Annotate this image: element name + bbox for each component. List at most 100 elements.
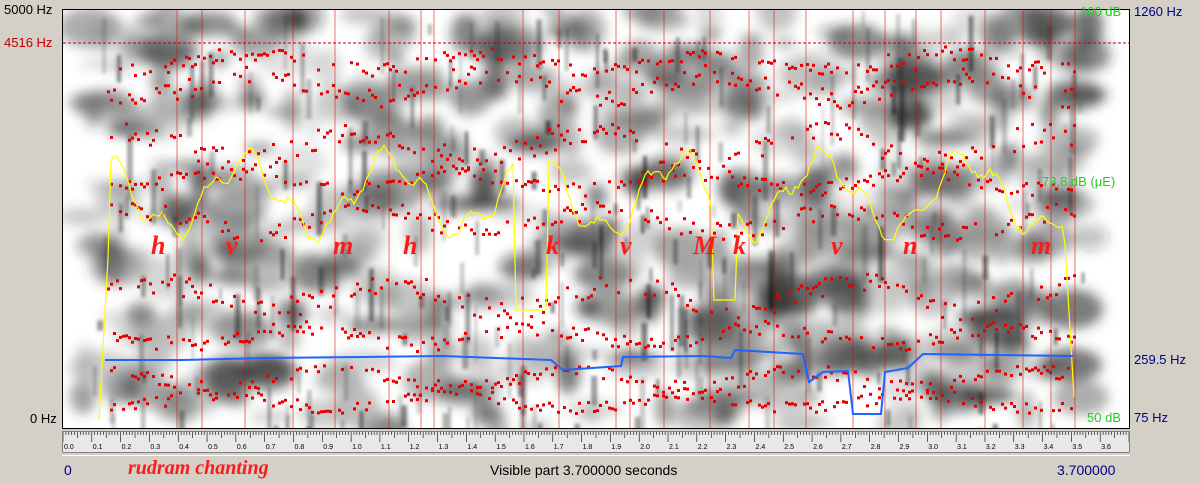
formant-point	[449, 154, 452, 157]
formant-point	[935, 397, 938, 400]
formant-point	[362, 139, 365, 142]
formant-point	[857, 218, 860, 221]
formant-point	[974, 222, 977, 225]
formant-point	[320, 221, 323, 224]
formant-point	[659, 345, 662, 348]
formant-point	[995, 188, 998, 191]
formant-point	[344, 124, 347, 127]
formant-point	[401, 336, 404, 339]
formant-point	[125, 213, 128, 216]
formant-point	[989, 406, 992, 409]
formant-point	[302, 293, 305, 296]
formant-point	[524, 405, 527, 408]
formant-point	[200, 348, 203, 351]
formant-point	[608, 407, 611, 410]
formant-point	[659, 161, 662, 164]
formant-point	[935, 336, 938, 339]
formant-point	[1010, 374, 1013, 377]
formant-point	[449, 384, 452, 387]
formant-point	[158, 91, 161, 94]
formant-point	[443, 51, 446, 54]
formant-point	[641, 83, 644, 86]
formant-point	[488, 233, 491, 236]
formant-point	[866, 135, 869, 138]
formant-point	[932, 171, 935, 174]
formant-point	[137, 285, 140, 288]
formant-point	[497, 328, 500, 331]
formant-point	[596, 332, 599, 335]
formant-point	[932, 81, 935, 84]
formant-point	[710, 396, 713, 399]
formant-point	[671, 348, 674, 351]
formant-point	[356, 402, 359, 405]
formant-point	[824, 121, 827, 124]
formant-point	[479, 316, 482, 319]
formant-point	[383, 379, 386, 382]
formant-point	[431, 229, 434, 232]
formant-point	[968, 183, 971, 186]
formant-point	[668, 227, 671, 230]
formant-point	[1001, 403, 1004, 406]
formant-point	[284, 181, 287, 184]
formant-point	[746, 184, 749, 187]
formant-point	[593, 182, 596, 185]
formant-point	[650, 91, 653, 94]
formant-point	[605, 338, 608, 341]
formant-point	[293, 183, 296, 186]
formant-point	[857, 128, 860, 131]
formant-point	[683, 217, 686, 220]
formant-point	[470, 66, 473, 69]
formant-point	[1061, 62, 1064, 65]
formant-point	[320, 410, 323, 413]
formant-point	[455, 167, 458, 170]
formant-point	[1022, 145, 1025, 148]
formant-point	[686, 304, 689, 307]
formant-point	[491, 386, 494, 389]
formant-point	[263, 52, 266, 55]
formant-point	[353, 407, 356, 410]
formant-point	[827, 122, 830, 125]
formant-point	[437, 390, 440, 393]
formant-point	[887, 174, 890, 177]
formant-point	[1007, 64, 1010, 67]
formant-point	[428, 217, 431, 220]
spectrogram-plot[interactable]: h v m h k v M k v n m 73.8 dB (μE)	[62, 9, 1130, 429]
formant-point	[728, 170, 731, 173]
formant-point	[443, 143, 446, 146]
formant-point	[1034, 407, 1037, 410]
formant-point	[710, 311, 713, 314]
formant-point	[905, 349, 908, 352]
formant-point	[641, 171, 644, 174]
formant-point	[1046, 369, 1049, 372]
formant-point	[683, 387, 686, 390]
formant-point	[767, 402, 770, 405]
formant-point	[986, 81, 989, 84]
formant-point	[1070, 88, 1073, 91]
formant-point	[542, 60, 545, 63]
formant-point	[1061, 105, 1064, 108]
formant-point	[155, 129, 158, 132]
formant-point	[719, 388, 722, 391]
formant-point	[791, 66, 794, 69]
formant-point	[908, 391, 911, 394]
formant-point	[632, 131, 635, 134]
formant-point	[140, 373, 143, 376]
formant-point	[479, 393, 482, 396]
formant-point	[479, 178, 482, 181]
formant-point	[200, 292, 203, 295]
formant-point	[431, 160, 434, 163]
formant-point	[605, 401, 608, 404]
formant-point	[563, 139, 566, 142]
formant-point	[461, 167, 464, 170]
formant-point	[926, 160, 929, 163]
formant-point	[377, 136, 380, 139]
formant-point	[155, 348, 158, 351]
formant-point	[665, 396, 668, 399]
formant-point	[416, 173, 419, 176]
formant-point	[866, 88, 869, 91]
formant-point	[869, 175, 872, 178]
formant-point	[1055, 293, 1058, 296]
formant-point	[956, 239, 959, 242]
freq-marker-label: 4516 Hz	[4, 35, 52, 50]
